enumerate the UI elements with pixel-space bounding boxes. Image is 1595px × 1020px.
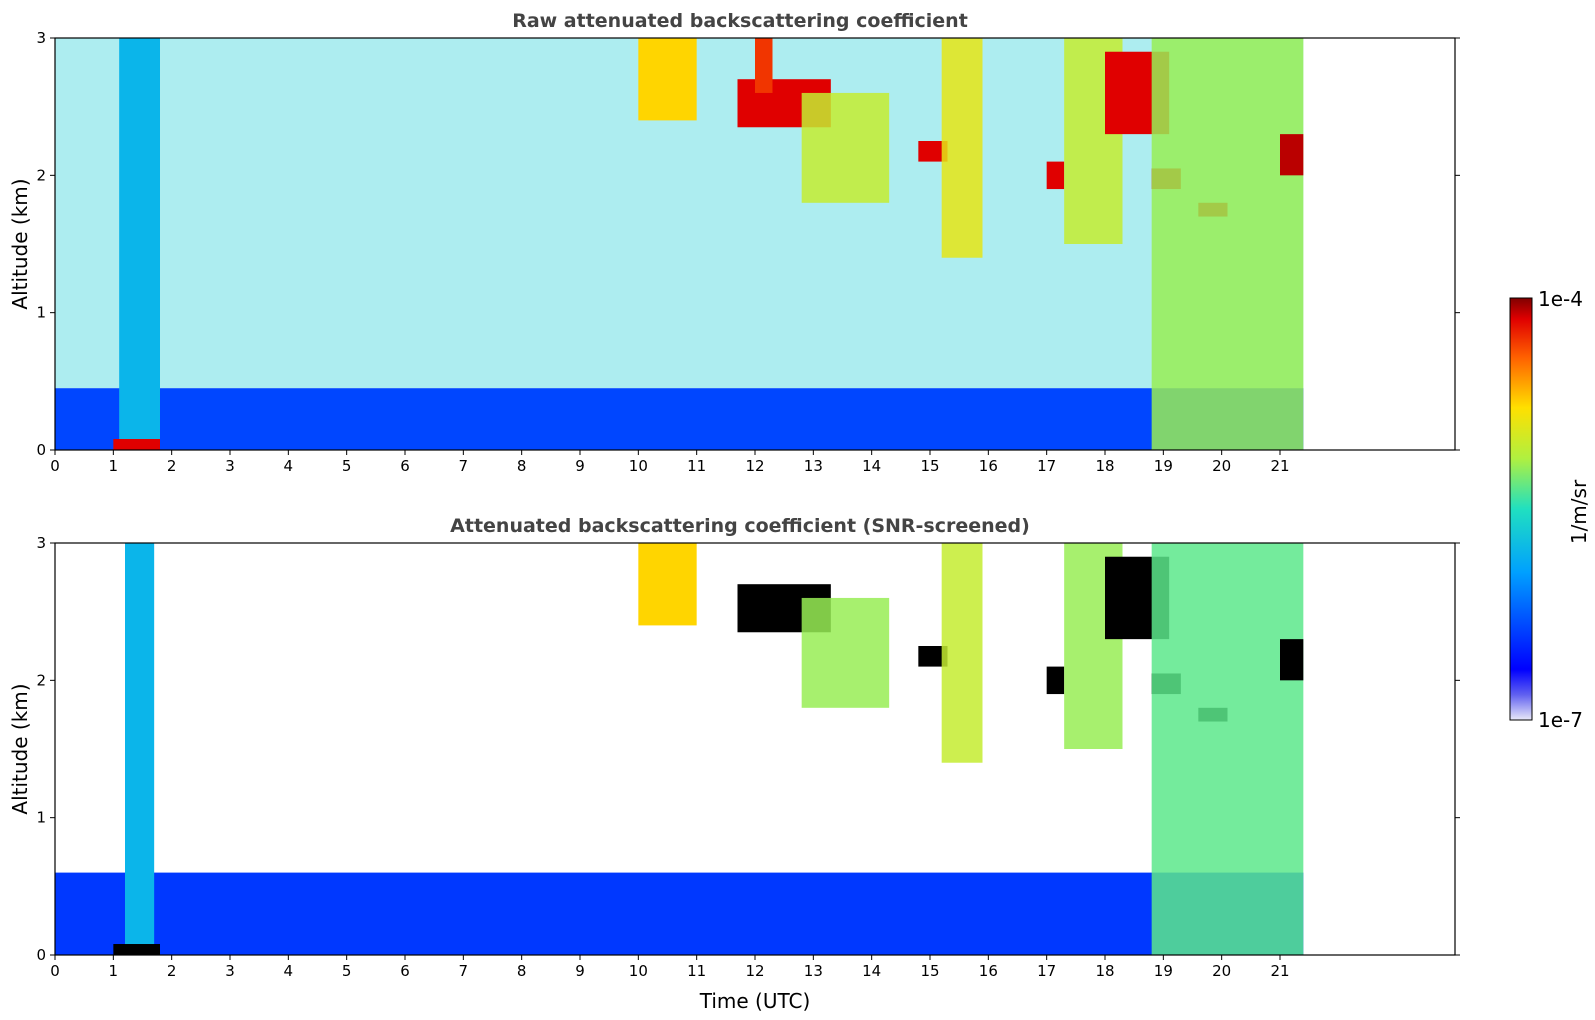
colorbar: 1e-4 1e-7 1/m/sr <box>1509 287 1591 732</box>
x-ticks-raw: 0 1 2 3 4 5 6 7 8 9 10 11 12 13 14 15 16 17 18 19 20 21 <box>50 450 1290 475</box>
x-tick-label: 19 <box>1154 962 1173 980</box>
x-tick-label: 21 <box>1270 962 1289 980</box>
x-tick-label: 20 <box>1212 962 1231 980</box>
x-tick-label: 18 <box>1095 457 1114 475</box>
heatmap-feature-cloud_layer-14 <box>1280 639 1304 681</box>
colorbar-units-label: 1/m/sr <box>1567 479 1591 544</box>
x-tick-label: 6 <box>400 962 410 980</box>
heatmap-feature-cloud_layer-7 <box>918 141 948 162</box>
x-tick-label: 14 <box>862 962 881 980</box>
x-tick-label: 6 <box>400 457 410 475</box>
heatmap-feature-virga-8 <box>941 38 983 258</box>
raw-backscatter-panel: Raw attenuated backscattering coefficien… <box>8 10 1460 475</box>
x-tick-label: 16 <box>979 457 998 475</box>
x-tick-label: 2 <box>167 457 177 475</box>
x-tick-label: 3 <box>225 457 235 475</box>
heatmap-feature-cloud_layer-5 <box>755 38 773 93</box>
x-tick-label: 7 <box>459 457 469 475</box>
y-tick-label: 0 <box>36 441 46 459</box>
x-tick-label: 14 <box>862 457 881 475</box>
x-tick-label: 1 <box>109 457 119 475</box>
x-tick-label: 0 <box>50 457 60 475</box>
panel-title-screened: Attenuated backscattering coefficient (S… <box>450 515 1030 537</box>
x-tick-label: 12 <box>745 457 764 475</box>
heatmap-feature-cloud_system-14 <box>1151 38 1304 450</box>
x-tick-label: 15 <box>920 962 939 980</box>
heatmap-feature-plume-1 <box>119 38 160 450</box>
x-tick-label: 8 <box>517 962 527 980</box>
heatmap-feature-boundary_layer-0 <box>55 872 1304 955</box>
screened-backscatter-heatmap <box>55 543 1304 955</box>
panel-title-raw: Raw attenuated backscattering coefficien… <box>512 10 968 32</box>
heatmap-feature-surface_return-2 <box>113 439 160 450</box>
x-tick-label: 5 <box>342 457 352 475</box>
x-tick-label: 9 <box>575 962 585 980</box>
x-axis-label: Time (UTC) <box>699 989 811 1013</box>
x-tick-label: 7 <box>459 962 469 980</box>
y-tick-label: 2 <box>36 671 46 689</box>
x-tick-label: 13 <box>804 457 823 475</box>
x-tick-label: 10 <box>629 962 648 980</box>
heatmap-feature-virga-5 <box>801 597 890 708</box>
colorbar-min-label: 1e-7 <box>1538 708 1583 732</box>
heatmap-feature-cloud_layer-9 <box>1046 161 1065 190</box>
x-tick-label: 12 <box>745 962 764 980</box>
heatmap-feature-cloud_layer-8 <box>1046 666 1065 695</box>
y-tick-label: 1 <box>36 809 46 827</box>
x-tick-label: 4 <box>284 457 294 475</box>
y-axis-label-screened: Altitude (km) <box>8 683 32 814</box>
heatmap-feature-boundary_layer-0 <box>55 388 1304 450</box>
y-ticks-raw: 0 1 2 3 <box>36 29 1460 459</box>
raw-backscatter-heatmap <box>55 38 1304 450</box>
heatmap-feature-surface_return-2 <box>113 944 160 955</box>
y-tick-label: 1 <box>36 304 46 322</box>
x-tick-label: 10 <box>629 457 648 475</box>
y-tick-label: 3 <box>36 534 46 552</box>
heatmap-feature-cloud_layer-15 <box>1280 134 1304 176</box>
colorbar-gradient <box>1509 297 1533 721</box>
x-tick-label: 13 <box>804 962 823 980</box>
x-tick-label: 16 <box>979 962 998 980</box>
colorbar-max-label: 1e-4 <box>1538 287 1583 311</box>
x-ticks-screened: 0 1 2 3 4 5 6 7 8 9 10 11 12 13 14 15 16 17 18 19 20 21 <box>50 955 1290 980</box>
x-tick-label: 17 <box>1037 457 1056 475</box>
y-tick-label: 2 <box>36 166 46 184</box>
heatmap-feature-plume-1 <box>125 543 155 955</box>
heatmap-feature-virga-7 <box>941 543 983 763</box>
heatmap-feature-cloud_system-13 <box>1151 543 1304 955</box>
snr-screened-panel: Attenuated backscattering coefficient (S… <box>8 515 1460 1013</box>
y-tick-label: 3 <box>36 29 46 47</box>
x-tick-label: 5 <box>342 962 352 980</box>
heatmap-feature-cloud_layer-6 <box>918 646 948 667</box>
y-ticks-screened: 0 1 2 3 <box>36 534 1460 964</box>
y-tick-label: 0 <box>36 946 46 964</box>
heatmap-feature-cloud_layer-3 <box>638 543 697 626</box>
x-tick-label: 8 <box>517 457 527 475</box>
x-tick-label: 2 <box>167 962 177 980</box>
x-tick-label: 17 <box>1037 962 1056 980</box>
x-tick-label: 3 <box>225 962 235 980</box>
heatmap-feature-virga-6 <box>801 92 890 203</box>
x-tick-label: 9 <box>575 457 585 475</box>
x-tick-label: 19 <box>1154 457 1173 475</box>
y-axis-label-raw: Altitude (km) <box>8 178 32 309</box>
x-tick-label: 11 <box>687 457 706 475</box>
x-tick-label: 18 <box>1095 962 1114 980</box>
x-tick-label: 15 <box>920 457 939 475</box>
heatmap-feature-cloud_layer-3 <box>638 38 697 121</box>
x-tick-label: 20 <box>1212 457 1231 475</box>
x-tick-label: 4 <box>284 962 294 980</box>
x-tick-label: 21 <box>1270 457 1289 475</box>
x-tick-label: 1 <box>109 962 119 980</box>
x-tick-label: 0 <box>50 962 60 980</box>
x-tick-label: 11 <box>687 962 706 980</box>
